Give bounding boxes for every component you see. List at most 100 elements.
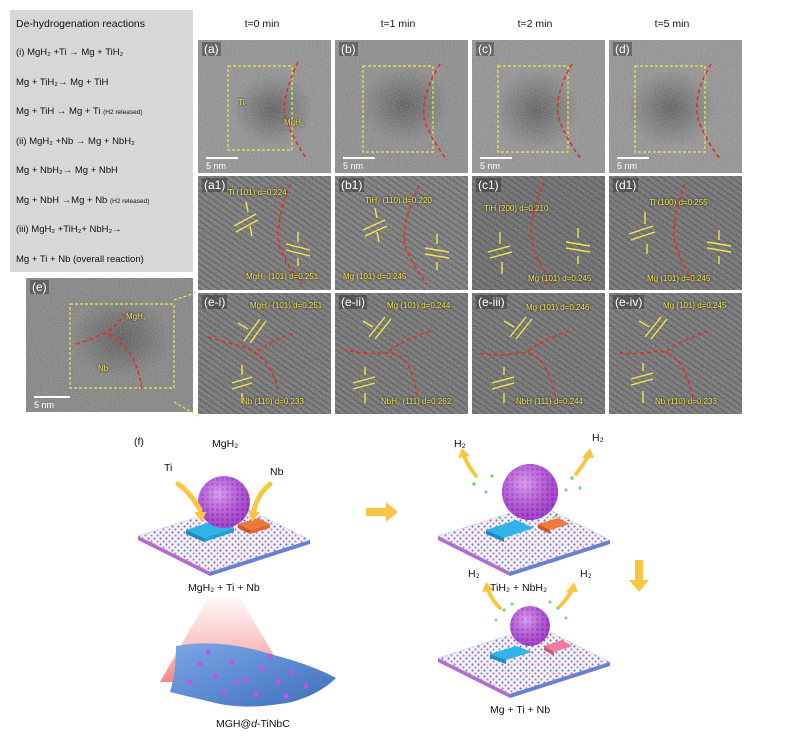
tem-panel-c: (c) 5 nm [472,40,605,173]
caption-products: Mg + Ti + Nb [490,704,551,716]
phase-boundary [283,61,307,159]
nb-block [238,518,270,534]
h2-label: H₂ [580,568,592,580]
scale-bar [34,396,70,398]
h2-arrow [574,454,590,476]
time-label: t=2 min [517,18,553,30]
lattice-marker-top [237,318,267,344]
overlay [207,318,295,403]
h2-label: H₂ [592,432,604,444]
panel-label: (a) [202,42,221,56]
panel-label: (c) [476,42,494,56]
overlay [618,316,710,403]
phase-boundary [527,330,571,352]
lattice-marker-bottom [231,365,253,403]
ti-region-box [497,65,569,153]
tem-texture [472,293,605,414]
mg-sphere [510,606,550,646]
h2-arrow-head [482,582,494,592]
phase-boundary [277,183,303,285]
time-label: t=5 min [654,18,690,30]
panel-label: (e-i) [202,295,228,309]
overlay [497,63,583,161]
lattice-annotation-top: Mg (101) d=0.244 [387,301,451,310]
panel-label: (e-iii) [476,295,507,309]
lattice-marker-top [628,212,656,254]
scale-label: 5 nm [480,161,501,171]
reaction-line: Mg + TiH → Mg + Ti (H2 released) [16,106,187,136]
lattice-annotation-top: TiH₂ (110) d=0.220 [365,196,432,205]
reaction-equation: Mg + NbH →Mg + Nb [16,194,108,206]
h2-particles [472,474,582,520]
overlay [487,181,591,285]
ti-label: Ti [164,462,173,474]
mgh2-label: MgH₂ [284,118,304,127]
substrate-1 [137,503,311,576]
h2-arrow [486,588,502,610]
h2-arrow [558,588,574,608]
phase-boundary [342,348,418,398]
right-arrow [366,502,398,522]
overlay [628,183,732,285]
lattice-annotation-bottom: Nb (110) d=0.233 [655,397,717,406]
tem-panel-e: (e) MgH₂ Nb 5 nm [26,278,193,412]
h2-released-note: (H2 released) [103,109,143,116]
phase-boundary [673,183,696,285]
lattice-annotation-bottom: NbH (111) d=0.244 [516,397,584,406]
ti-arrow [175,481,203,513]
tem-panel-d: (d) 5 nm [609,40,742,173]
reaction-line: Mg + NbH →Mg + Nb (H2 released) [16,195,187,225]
lattice-annotation-top: Mg (101) d=0.246 [526,303,590,312]
ti-block-final [490,646,532,664]
lattice-marker-top [638,316,668,340]
ti-region-box [227,65,293,151]
mgh2-sphere [198,476,250,528]
reaction-line: Mg + Ti + Nb (overall reaction) [16,253,144,265]
reaction-line: Mg + NbH₂→ Mg + NbH [16,165,118,176]
overlay [227,61,307,159]
lattice-annotation-top: Ti (100) d=0.255 [649,198,708,207]
ti-region-box [362,65,434,153]
caption-hydrides: TiH₂ + NbH₂ [490,582,548,594]
h2-particles [494,600,568,622]
phase-boundary [556,63,583,161]
tem-texture [198,293,331,414]
reaction-line: (iii) MgH₂ +TiH₂+ NbH₂→ [16,224,122,235]
ti-label: Ti [238,98,245,107]
panel-label: (d1) [613,178,639,192]
ti-arrow-head [194,512,206,522]
lattice-annotation-bottom: Mg (101) d=0.245 [647,274,711,283]
phase-boundary [618,350,694,400]
scale-label: 5 nm [206,161,227,171]
substrate-2 [437,503,611,576]
panel-label: (b) [339,42,358,56]
reaction-line: (i) MgH₂ +Ti → Mg + TiH₂ [16,47,124,58]
lattice-marker-top [362,316,392,340]
ti-region-box [634,65,706,153]
phase-boundary [257,332,295,352]
panel-label: (e-ii) [339,295,367,309]
phase-boundary [695,63,722,161]
h2-arrow-head [458,448,470,458]
panel-label: (d) [613,42,632,56]
phase-boundary [479,351,557,400]
hrtem-panel-e-iii: (e-iii) Mg (101) d=0.246 NbH (111) d=0.2… [472,293,605,414]
panel-label-f: (f) [134,436,144,448]
schematic-drawing [137,448,649,707]
scale-bar [617,157,649,159]
lattice-annotation-bottom: NbH₂ (111) d=0.262 [381,397,452,406]
h2-label: H₂ [468,568,480,580]
reaction-line: (ii) MgH₂ +Nb → Mg + NbH₂ [16,135,135,147]
scale-label: 5 nm [34,400,55,410]
tem-texture [198,176,331,290]
hrtem-panel-e-ii: (e-ii) Mg (101) d=0.244 NbH₂ (111) d=0.2… [335,293,468,414]
overlay [362,185,450,285]
tem-texture [198,40,331,173]
h2-arrow [462,454,478,478]
hrtem-panel-e-i: (e-i) MgH₂ (101) d=0.251 Nb (110) d=0.23… [198,293,331,414]
mgh2-label: MgH₂ [212,438,239,450]
nb-arrow [251,481,273,513]
overlay [634,63,722,161]
reaction-list: De-hydrogenation reactions (i) MgH₂ +Ti … [10,10,193,272]
tem-texture [26,278,193,412]
